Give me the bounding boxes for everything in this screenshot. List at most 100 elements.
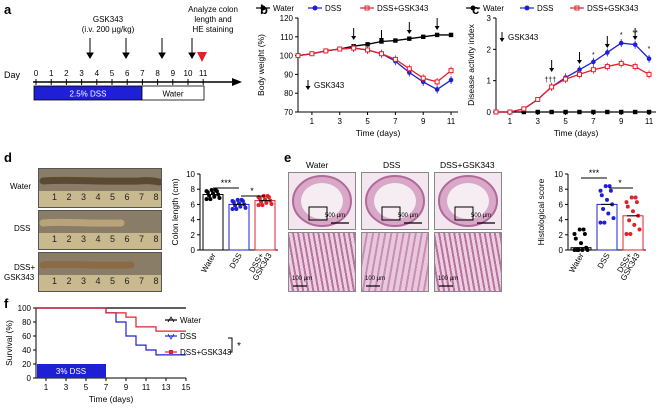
y-tick-label: 6	[191, 200, 196, 209]
y-tick-label: 3	[487, 14, 492, 23]
data-dot	[631, 209, 635, 214]
data-dot	[239, 197, 244, 202]
data-point	[421, 34, 426, 39]
timeline-day-label: 6	[125, 69, 130, 78]
ruler-number: 2	[66, 234, 72, 244]
data-dot	[238, 204, 243, 209]
data-point	[448, 32, 454, 38]
dosing-arrowhead	[576, 60, 582, 64]
data-dot	[632, 222, 637, 227]
ruler-number: 8	[153, 192, 159, 202]
ruler-number: 7	[139, 276, 145, 286]
timeline-day-label: 7	[140, 69, 145, 78]
data-point	[563, 109, 568, 115]
data-point	[493, 109, 499, 115]
legend-marker	[574, 5, 580, 11]
data-point	[295, 53, 301, 59]
data-dot	[629, 195, 634, 200]
gsk-label: GSK343	[93, 15, 124, 24]
timeline-day-ticks: 0 1 2 3 4 5 6 7 8 9 10 11	[34, 69, 208, 85]
series-line	[496, 42, 650, 113]
timeline-day-label: 4	[95, 69, 100, 78]
ruler-number: 4	[95, 234, 101, 244]
data-point	[632, 64, 638, 70]
data-dot	[602, 220, 607, 225]
x-tick-label: 7	[104, 383, 109, 392]
data-point	[434, 32, 440, 38]
data-point	[591, 109, 596, 115]
x-tick-label: 3	[338, 117, 343, 126]
significance-mark: †††	[544, 77, 556, 84]
legend-label: DSS+GSK343	[587, 4, 639, 13]
y-tick-label: 1	[487, 77, 492, 86]
data-point	[563, 76, 569, 82]
series-dss-gsk343	[493, 59, 652, 115]
data-dot	[601, 206, 606, 211]
histology-zoom-water: 100 µm	[288, 232, 356, 292]
data-point	[549, 109, 554, 115]
y-axis-label: Colon length (cm)	[170, 178, 180, 245]
panel-a-timeline: GSK343 (i.v. 200 µg/kg) Analyze colon le…	[4, 5, 242, 101]
panel-label-f: f	[4, 296, 9, 311]
legend: Water DSS DSS+GSK343	[256, 4, 429, 13]
data-dot	[625, 204, 630, 209]
data-dot	[582, 232, 587, 237]
x-tick-label: 9	[619, 117, 624, 126]
legend-label: DSS	[537, 4, 553, 13]
data-dot	[598, 188, 603, 193]
colon-photo-water	[38, 168, 162, 208]
legend-marker	[470, 5, 476, 11]
x-tick-label: 11	[142, 383, 151, 392]
annotation-label: GSK343	[314, 81, 345, 90]
panel-label-e: e	[284, 150, 292, 165]
scalebar-label: 100 µm	[365, 276, 386, 282]
histology-overview-dss-gsk343: 500 µm	[434, 172, 502, 230]
ruler-number: 7	[139, 234, 145, 244]
dosing-arrowhead	[604, 44, 610, 48]
data-point	[507, 109, 513, 115]
significance-mark: **	[632, 30, 638, 37]
data-dot	[603, 184, 608, 189]
category-label: DSS	[596, 252, 612, 271]
annotation-label: GSK343	[508, 33, 539, 42]
significance-mark: *	[648, 46, 651, 53]
y-tick-label: 2	[559, 231, 564, 240]
y-tick-label: 2	[191, 231, 196, 240]
data-dot	[230, 198, 235, 203]
y-axis-label: Body weight (%)	[256, 34, 266, 96]
photo-row-label-water: Water	[10, 182, 32, 191]
data-dot	[585, 248, 590, 252]
legend-marker	[364, 5, 370, 11]
y-tick-label: 4	[191, 216, 196, 225]
x-tick-label: 13	[162, 383, 171, 392]
data-point	[393, 38, 398, 43]
scalebar-label: 500 µm	[398, 213, 419, 219]
y-tick-label: 10	[554, 170, 563, 179]
bar	[596, 203, 618, 251]
x-tick-label: 5	[365, 117, 370, 126]
data-point	[406, 66, 412, 72]
data-dot	[209, 187, 214, 192]
y-tick-label: 100	[18, 304, 32, 313]
series-water	[493, 109, 652, 115]
panel-b-body-weight-chart: 70 80 90 100 110 120 1 3 5 7 9 11 Time (days) Body we…	[256, 4, 458, 138]
ruler-number: 3	[81, 234, 87, 244]
data-dot	[637, 227, 642, 232]
annotation-arrowhead	[305, 86, 311, 90]
x-axis-label: Time (days)	[89, 394, 134, 404]
analyze-line-2: length and	[194, 15, 231, 24]
gsk-dose: (i.v. 200 µg/kg)	[82, 25, 135, 34]
data-point	[434, 79, 440, 85]
x-tick-label: 5	[84, 383, 89, 392]
y-tick-label: 8	[191, 185, 196, 194]
data-point	[605, 50, 610, 55]
ruler-number: 5	[110, 234, 116, 244]
y-tick-label: 20	[22, 360, 31, 369]
ruler-number: 6	[124, 234, 130, 244]
y-tick-label: 0	[191, 246, 196, 255]
category-label: Water	[567, 251, 585, 274]
histology-overview-water: 500 µm	[288, 172, 356, 230]
dosing-arrowhead	[632, 36, 638, 40]
y-tick-label: 90	[284, 70, 293, 79]
significance-mark: *	[592, 52, 595, 59]
